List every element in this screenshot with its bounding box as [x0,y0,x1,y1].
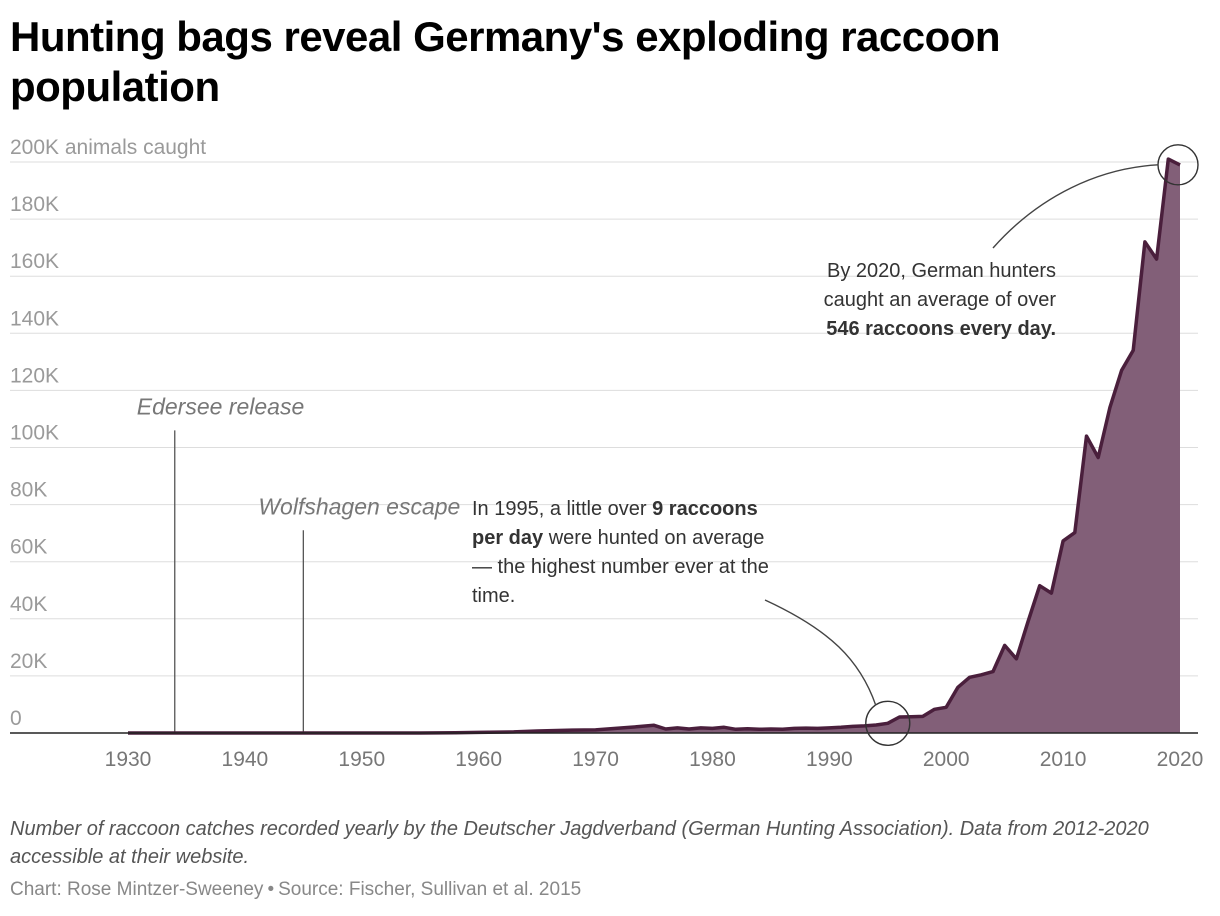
x-tick-label-2000: 2000 [923,748,970,771]
area-layer [128,157,1181,735]
event-label-1934: Edersee release [137,393,305,419]
credit-author: Chart: Rose Mintzer-Sweeney [10,879,264,900]
highlight-circle-1995 [865,700,911,746]
annotation-1995-pre: In 1995, a little over [472,498,653,520]
credit-separator: • [267,879,275,900]
x-tick-label-2010: 2010 [1040,748,1087,771]
callout-line-1995 [764,599,877,706]
chart-caption: Number of raccoon catches recorded yearl… [10,818,1149,868]
x-tick-label-1940: 1940 [222,748,269,771]
y-tick-label-120000: 120K [10,364,59,387]
y-tick-label-60000: 60K [10,536,47,559]
x-tick-label-1960: 1960 [455,748,502,771]
callout-layer [764,144,1199,746]
credit-source: Source: Fischer, Sullivan et al. 2015 [278,879,582,900]
annotation-1995-post: were hunted on average — the highest num… [472,527,769,607]
x-tick-label-1930: 1930 [105,748,152,771]
x-tick-label-1970: 1970 [572,748,619,771]
x-tick-label-1990: 1990 [806,748,853,771]
chart-title: Hunting bags reveal Germany's exploding … [10,13,1001,110]
annotation-2020-text: By 2020, German hunters caught an averag… [823,260,1056,311]
series-line [128,157,1181,735]
chart-credit: Chart: Rose Mintzer-Sweeney • Source: Fisc… [10,879,581,901]
y-tick-label-40000: 40K [10,593,47,616]
callout-line-2020 [992,164,1159,249]
grid-layer [10,161,1198,677]
annotation-2020-bold: 546 raccoons every day. [826,318,1056,340]
y-tick-label-0: 0 [10,707,22,730]
series-area [128,159,1180,734]
annotation-1995: In 1995, a little over 9 raccoons per da… [472,495,772,611]
x-tick-label-1980: 1980 [689,748,736,771]
y-tick-label-80000: 80K [10,479,47,502]
y-tick-label-180000: 180K [10,193,59,216]
y-tick-label-20000: 20K [10,650,47,673]
y-tick-label-160000: 160K [10,250,59,273]
x-tick-label-2020: 2020 [1157,748,1204,771]
y-tick-label-200000: 200K animals caught [10,136,206,159]
event-label-1945: Wolfshagen escape [258,493,460,519]
y-tick-label-100000: 100K [10,422,59,445]
label-layer: 0 20K 40K 60K 80K 100K 120K 140K 160K 180K 200K an… [10,136,1203,771]
x-tick-label-1950: 1950 [338,748,385,771]
event-layer [174,430,304,733]
y-tick-label-140000: 140K [10,307,59,330]
annotation-1995-bold: 9 raccoons per day [472,498,758,549]
annotation-2020: By 2020, German hunters caught an averag… [820,257,1056,344]
